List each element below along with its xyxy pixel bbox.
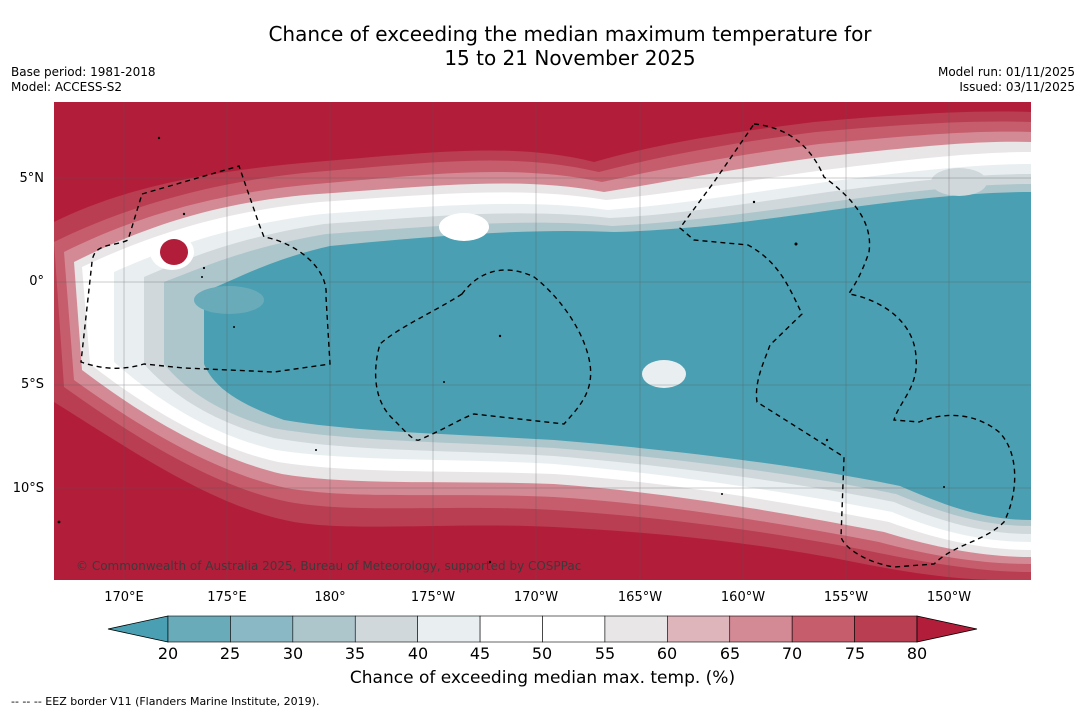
island-warm-core xyxy=(160,239,188,265)
colorbar-tick: 70 xyxy=(781,644,803,663)
colorbar-bin xyxy=(542,615,606,643)
probability-map xyxy=(54,102,1031,580)
gridlines xyxy=(54,102,1031,580)
meta-left: Base period: 1981-2018 Model: ACCESS-S2 xyxy=(11,65,156,95)
lat-label-0: 0° xyxy=(29,274,44,289)
colorbar-tick: 35 xyxy=(344,644,366,663)
white-patch-2 xyxy=(642,360,686,388)
colorbar-extend-high xyxy=(916,615,978,643)
lat-label-5s: 5°S xyxy=(20,377,44,392)
colorbar-bin xyxy=(417,615,481,643)
lon-label-180: 180° xyxy=(314,590,346,605)
colorbar-tick: 55 xyxy=(594,644,616,663)
meta-right: Model run: 01/11/2025 Issued: 03/11/2025 xyxy=(938,65,1075,95)
eez-borders xyxy=(80,123,1016,568)
white-patch-3 xyxy=(931,168,987,196)
map-title-line-2: 15 to 21 November 2025 xyxy=(444,46,696,70)
colorbar-bin xyxy=(604,615,668,643)
colorbar-bin xyxy=(167,615,231,643)
colorbar-bin xyxy=(230,615,294,643)
colorbar-tick: 65 xyxy=(719,644,741,663)
lon-label-175w: 175°W xyxy=(410,590,456,605)
cold-patch-west xyxy=(194,286,264,314)
colorbar-tick: 50 xyxy=(531,644,553,663)
islands xyxy=(57,136,945,564)
colorbar-bin xyxy=(854,615,918,643)
region-below-20 xyxy=(204,192,1031,520)
colorbar-tick: 30 xyxy=(282,644,304,663)
model-name: Model: ACCESS-S2 xyxy=(11,80,123,94)
lon-label-150w: 150°W xyxy=(926,590,972,605)
colorbar-bin xyxy=(479,615,543,643)
lat-label-5n: 5°N xyxy=(19,171,45,186)
colorbar-tick: 60 xyxy=(656,644,678,663)
colorbar-tick: 80 xyxy=(906,644,928,663)
colorbar-bin xyxy=(292,615,356,643)
lon-label-165w: 165°W xyxy=(617,590,663,605)
lon-label-170e: 170°E xyxy=(104,590,144,605)
map-title-line-1: Chance of exceeding the median maximum t… xyxy=(268,22,872,46)
colorbar-bin xyxy=(791,615,855,643)
colorbar-label: Chance of exceeding median max. temp. (%… xyxy=(349,668,736,688)
copyright-notice: © Commonwealth of Australia 2025, Bureau… xyxy=(76,559,582,573)
lon-label-160w: 160°W xyxy=(720,590,766,605)
base-period: Base period: 1981-2018 xyxy=(11,65,156,79)
colorbar-bin xyxy=(354,615,418,643)
colorbar-tick: 25 xyxy=(219,644,241,663)
colorbar xyxy=(107,615,978,643)
lat-label-10s: 10°S xyxy=(12,481,44,496)
colorbar-tick: 20 xyxy=(157,644,179,663)
eez-footnote: -- -- -- EEZ border V11 (Flanders Marine… xyxy=(11,695,320,708)
white-patch-1 xyxy=(439,213,489,241)
colorbar-tick: 45 xyxy=(469,644,491,663)
colorbar-bin xyxy=(667,615,731,643)
colorbar-tick: 75 xyxy=(844,644,866,663)
colorbar-tick: 40 xyxy=(407,644,429,663)
issued-date: Issued: 03/11/2025 xyxy=(959,80,1075,94)
colorbar-bin xyxy=(729,615,793,643)
map-panel xyxy=(54,102,1031,580)
lon-label-170w: 170°W xyxy=(513,590,559,605)
colorbar-extend-low xyxy=(107,615,169,643)
lon-label-175e: 175°E xyxy=(207,590,247,605)
model-run: Model run: 01/11/2025 xyxy=(937,65,1075,79)
lon-label-155w: 155°W xyxy=(823,590,869,605)
